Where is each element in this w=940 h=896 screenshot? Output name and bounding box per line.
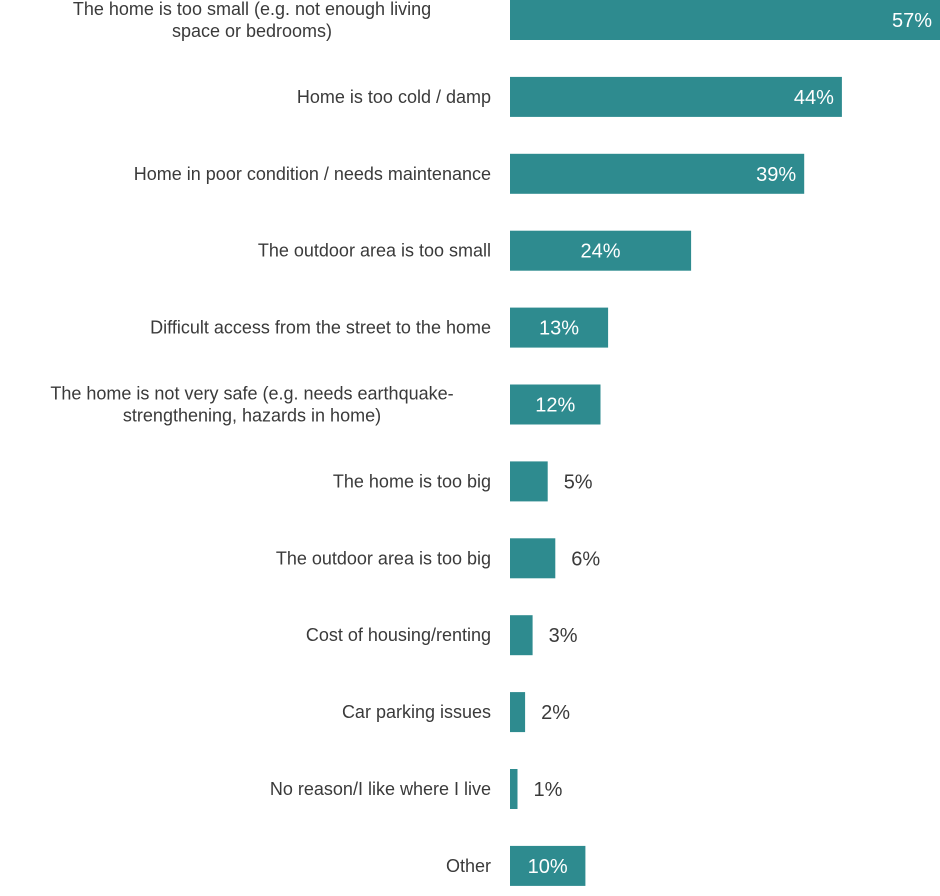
- category-label-home-is-too-cold-damp: Home is too cold / damp: [297, 87, 491, 107]
- bar-difficult-access-from-the-street-to-the-home: [510, 307, 609, 348]
- value-label-the-outdoor-area-is-too-small: 24%: [580, 241, 620, 263]
- value-label-home-is-too-cold-damp: 44%: [794, 87, 834, 109]
- category-label-home-in-poor-condition-needs-maintenance: Home in poor condition / needs maintenan…: [134, 164, 491, 184]
- category-label-no-reason-i-like-where-i-live: No reason/I like where I live: [270, 779, 491, 799]
- bar-car-parking-issues: [510, 692, 526, 733]
- bar-home-is-too-cold-damp: [510, 76, 842, 117]
- value-label-the-home-is-too-small-e-g-not-enough-living-space-or-bedrooms: 57%: [892, 10, 932, 32]
- category-labels-group: The home is too small (e.g. not enough l…: [50, 0, 491, 876]
- category-label-cost-of-housing-renting: Cost of housing/renting: [306, 625, 491, 645]
- category-label-the-home-is-too-big: The home is too big: [333, 471, 491, 491]
- bar-other: [510, 845, 586, 886]
- value-label-other: 10%: [528, 856, 568, 878]
- value-label-the-outdoor-area-is-too-big: 6%: [571, 548, 600, 570]
- value-label-no-reason-i-like-where-i-live: 1%: [534, 779, 563, 801]
- category-label-the-home-is-not-very-safe-e-g-needs-earthquake-strengthening-hazards-in-home: The home is not very safe (e.g. needs ea…: [50, 384, 453, 426]
- value-label-the-home-is-not-very-safe-e-g-needs-earthquake-strengthening-hazards-in-home: 12%: [535, 395, 575, 417]
- bar-the-home-is-not-very-safe-e-g-needs-earthquake-strengthening-hazards-in-home: [510, 384, 601, 425]
- bar-the-outdoor-area-is-too-small: [510, 230, 692, 271]
- category-label-the-outdoor-area-is-too-small: The outdoor area is too small: [258, 241, 491, 261]
- bar-no-reason-i-like-where-i-live: [510, 769, 518, 809]
- value-label-car-parking-issues: 2%: [541, 702, 570, 724]
- bar-cost-of-housing-renting: [510, 615, 533, 656]
- category-label-other: Other: [446, 856, 491, 876]
- bar-home-in-poor-condition-needs-maintenance: [510, 153, 805, 194]
- bars-group: [510, 0, 940, 886]
- category-label-car-parking-issues: Car parking issues: [342, 702, 491, 722]
- bar-the-home-is-too-big: [510, 461, 548, 502]
- category-label-the-home-is-too-small-e-g-not-enough-living-space-or-bedrooms: The home is too small (e.g. not enough l…: [73, 0, 431, 41]
- value-label-difficult-access-from-the-street-to-the-home: 13%: [539, 318, 579, 340]
- value-label-the-home-is-too-big: 5%: [564, 471, 593, 493]
- category-label-difficult-access-from-the-street-to-the-home: Difficult access from the street to the …: [150, 318, 491, 338]
- value-label-home-in-poor-condition-needs-maintenance: 39%: [756, 164, 796, 186]
- value-labels-group: 57% 44% 39% 24% 13% 12% 5% 6% 3% 2% 1% 10%: [528, 10, 933, 878]
- category-label-the-outdoor-area-is-too-big: The outdoor area is too big: [276, 548, 491, 568]
- bar-the-home-is-too-small-e-g-not-enough-living-space-or-bedrooms: [510, 0, 940, 40]
- value-label-cost-of-housing-renting: 3%: [549, 625, 578, 647]
- bar-the-outdoor-area-is-too-big: [510, 538, 556, 579]
